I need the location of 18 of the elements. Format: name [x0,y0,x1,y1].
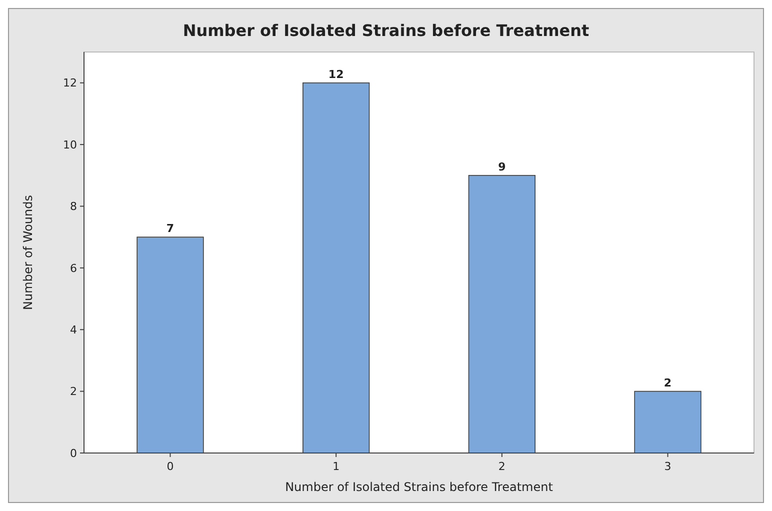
y-tick-label: 10 [63,138,77,152]
y-tick-label: 6 [70,262,77,275]
y-tick-label: 12 [63,76,77,90]
y-axis-title: Number of Wounds [21,195,35,310]
data-label: 12 [328,68,344,81]
y-tick-label: 2 [70,385,77,398]
y-tick-label: 0 [70,446,77,460]
chart-title: Number of Isolated Strains before Treatment [182,21,590,40]
data-label: 7 [166,222,174,236]
x-tick-label: 0 [166,460,174,473]
x-tick-label: 1 [332,460,340,473]
data-label: 2 [664,376,672,390]
x-axis-title: Number of Isolated Strains before Treatment [285,480,554,494]
data-label: 9 [498,160,506,174]
y-tick-label: 8 [70,200,77,214]
y-tick-label: 4 [70,323,77,336]
x-tick-label: 2 [498,460,506,473]
x-tick-label: 3 [664,460,672,473]
